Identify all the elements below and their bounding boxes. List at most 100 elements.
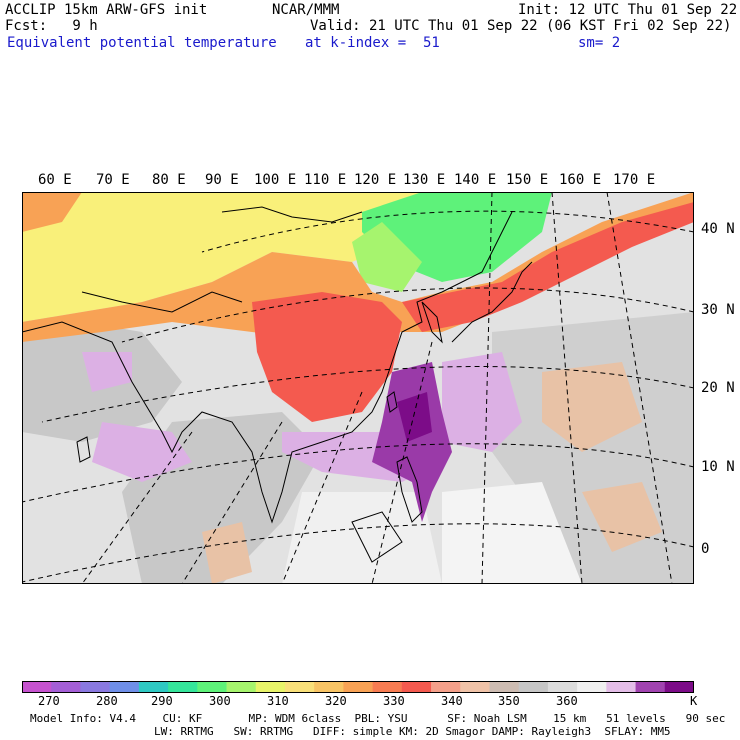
lon-label: 120 E (354, 172, 397, 188)
smoothing: sm= 2 (578, 35, 621, 51)
lat-label: 0 (701, 541, 710, 557)
map-frame (22, 192, 694, 584)
valid-time: Valid: 21 UTC Thu 01 Sep 22 (06 KST Fri … (310, 18, 732, 34)
colorbar (22, 681, 694, 693)
field-region-purple (372, 362, 452, 522)
colorbar-swatch (109, 681, 140, 693)
field-region-darkpurple (397, 392, 432, 442)
colorbar-swatch (197, 681, 228, 693)
colorbar-tick: 350 (498, 694, 520, 708)
lon-label: 140 E (454, 172, 497, 188)
colorbar-frame (22, 681, 694, 693)
lon-label: 80 E (152, 172, 186, 188)
colorbar-swatch (138, 681, 169, 693)
philippines-coast (396, 456, 423, 523)
parallel-line (22, 443, 694, 503)
colorbar-tick: 340 (441, 694, 463, 708)
colorbar-swatch (489, 681, 520, 693)
field-region-white (282, 492, 442, 584)
border-line (221, 206, 363, 223)
field-region-tan (582, 482, 662, 552)
borneo-coast (351, 511, 403, 563)
lon-label: 110 E (304, 172, 347, 188)
colorbar-tick: 300 (209, 694, 231, 708)
colorbar-swatch (226, 681, 257, 693)
field-region-tan (202, 522, 252, 584)
colorbar-swatch (518, 681, 549, 693)
title-model: ACCLIP 15km ARW-GFS init (5, 2, 208, 18)
colorbar-unit: K (690, 694, 698, 708)
mainland-coast (22, 211, 513, 524)
theta-e-map (22, 192, 694, 584)
field-region-white (442, 482, 582, 584)
colorbar-tick: 270 (38, 694, 60, 708)
lon-label: 70 E (96, 172, 130, 188)
colorbar-swatch (51, 681, 81, 693)
lon-label: 130 E (403, 172, 446, 188)
meridian-line (371, 341, 433, 584)
colorbar-swatch (664, 681, 694, 693)
colorbar-swatch (372, 681, 403, 693)
colorbar-tick: 290 (151, 694, 173, 708)
field-region-orange (22, 192, 694, 342)
lat-label: 10 N (701, 459, 735, 475)
colorbar-swatch (168, 681, 198, 693)
field-region-lilac (442, 352, 522, 452)
colorbar-tick: 360 (556, 694, 578, 708)
field-region-red (402, 202, 694, 332)
lat-label: 40 N (701, 221, 735, 237)
lat-label: 30 N (701, 302, 735, 318)
meridian-line (181, 421, 283, 584)
physics-info: LW: RRTMG SW: RRTMG DIFF: simple KM: 2D … (154, 725, 671, 738)
colorbar-swatch (547, 681, 578, 693)
korea-coast (421, 301, 443, 344)
title-org: NCAR/MMM (272, 2, 340, 18)
lon-label: 160 E (559, 172, 602, 188)
colorbar-swatch (255, 681, 286, 693)
k-index: at k-index = 51 (305, 35, 440, 51)
field-region-lightgreen (352, 222, 422, 292)
lon-label: 60 E (38, 172, 72, 188)
colorbar-tick: 320 (325, 694, 347, 708)
field-name: Equivalent potential temperature (7, 35, 277, 51)
meridian-line (81, 431, 193, 584)
colorbar-swatch (401, 681, 432, 693)
meridian-line (481, 192, 493, 584)
lon-label: 100 E (254, 172, 297, 188)
lat-label: 20 N (701, 380, 735, 396)
colorbar-swatch (606, 681, 637, 693)
taiwan-coast (386, 391, 398, 413)
parallel-line (41, 366, 694, 423)
colorbar-swatch (314, 681, 344, 693)
model-info: Model Info: V4.4 CU: KF MP: WDM 6class P… (30, 712, 726, 725)
meridian-line (281, 391, 363, 584)
meridian-line (606, 192, 673, 584)
lon-label: 170 E (613, 172, 656, 188)
colorbar-swatch (343, 681, 374, 693)
colorbar-tick: 280 (96, 694, 118, 708)
meridian-line (551, 192, 583, 584)
field-region-lilac (82, 352, 132, 392)
field-region-lilac (92, 422, 192, 482)
colorbar-tick: 310 (267, 694, 289, 708)
colorbar-tick: 330 (383, 694, 405, 708)
colorbar-swatch (431, 681, 461, 693)
coastlines (22, 206, 533, 563)
field-region-orange (22, 192, 82, 232)
japan-coast (451, 261, 533, 343)
field-region-yellow (22, 192, 442, 322)
border-line (81, 291, 243, 313)
parallel-line (22, 523, 694, 583)
colorbar-swatch (635, 681, 666, 693)
sri-lanka-coast (76, 436, 91, 463)
colorbar-swatch (22, 681, 52, 693)
parallel-line (121, 287, 694, 343)
colorbar-swatch (460, 681, 490, 693)
forecast-hour: Fcst: 9 h (5, 18, 98, 34)
colorbar-swatch (80, 681, 111, 693)
colorbar-swatch (284, 681, 315, 693)
title-init: Init: 12 UTC Thu 01 Sep 22 (518, 2, 738, 18)
colorbar-swatch (577, 681, 607, 693)
lon-label: 90 E (205, 172, 239, 188)
graticule (22, 192, 694, 584)
